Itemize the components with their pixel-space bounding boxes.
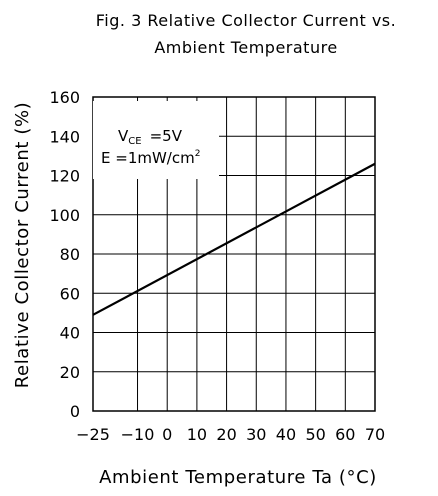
- chart-title-line-1: Fig. 3 Relative Collector Current vs.: [96, 11, 396, 30]
- tick-labels: 0 20 40 60 80 100 120 140 160 −25 −10 0 10 20 30 40 50 60…: [49, 88, 385, 444]
- x-tick-label: −10: [121, 425, 155, 444]
- conditions-box: [93, 101, 219, 179]
- x-tick-label: 30: [246, 425, 266, 444]
- series-line: [92, 162, 376, 316]
- y-tick-label: 20: [60, 363, 80, 382]
- y-tick-label: 80: [60, 245, 80, 264]
- chart-title-line-2: Ambient Temperature: [154, 38, 337, 57]
- vce-symbol: V: [118, 127, 129, 145]
- x-tick-label: 0: [162, 425, 172, 444]
- y-tick-label: 0: [70, 402, 80, 421]
- x-axis-label: Ambient Temperature Ta (°C): [99, 467, 377, 488]
- x-tick-label: 70: [365, 425, 385, 444]
- y-tick-label: 140: [49, 127, 80, 146]
- e-condition: E =1mW/cm2: [101, 149, 200, 167]
- y-axis-label: Relative Collector Current (%): [12, 102, 33, 389]
- x-tick-label: 60: [335, 425, 355, 444]
- x-tick-label: 40: [276, 425, 296, 444]
- e-text: E =1mW/cm: [101, 149, 195, 167]
- y-tick-label: 60: [60, 284, 80, 303]
- y-tick-label: 100: [49, 206, 80, 225]
- vce-subscript: CE: [128, 136, 141, 147]
- x-tick-label: −25: [76, 425, 110, 444]
- vce-value: =5V: [150, 127, 183, 145]
- x-tick-label: 10: [187, 425, 207, 444]
- y-tick-label: 40: [60, 324, 80, 343]
- e-superscript: 2: [195, 149, 201, 159]
- x-tick-label: 20: [216, 425, 236, 444]
- y-tick-label: 120: [49, 167, 80, 186]
- x-tick-label: 50: [305, 425, 325, 444]
- vce-condition: VCE =5V: [118, 127, 183, 147]
- y-tick-label: 160: [49, 88, 80, 107]
- series: [92, 162, 376, 316]
